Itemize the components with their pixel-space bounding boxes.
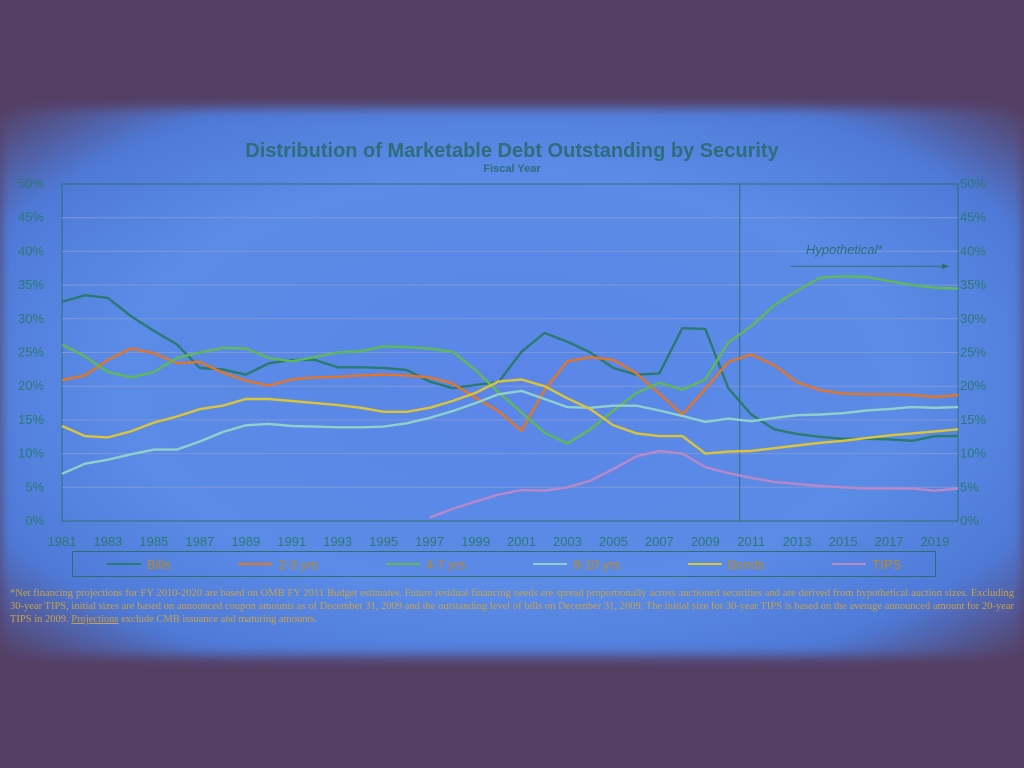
- legend-label: 8-10 yrs: [573, 556, 621, 572]
- x-tick-label: 1987: [185, 534, 214, 549]
- legend-swatch: [687, 563, 722, 565]
- y-tick-label-right: 30%: [960, 311, 986, 326]
- x-tick-label: 1993: [323, 534, 352, 549]
- x-tick-label: 2007: [645, 534, 674, 549]
- x-tick-label: 2013: [783, 534, 812, 549]
- x-tick-label: 2019: [921, 534, 950, 549]
- legend-swatch: [832, 563, 867, 565]
- y-tick-label-left: 5%: [25, 479, 44, 494]
- y-tick-label-left: 15%: [18, 412, 44, 427]
- y-tick-label-left: 50%: [18, 176, 44, 191]
- y-tick-label-right: 20%: [960, 378, 986, 393]
- footnote-underlined: Projections: [71, 614, 119, 625]
- legend-swatch: [385, 563, 420, 565]
- legend-label: Bills: [146, 556, 171, 572]
- y-tick-label-right: 5%: [960, 479, 979, 494]
- y-tick-label-left: 25%: [18, 345, 44, 360]
- y-tick-label-left: 0%: [25, 513, 44, 528]
- y-tick-label-right: 50%: [960, 176, 986, 191]
- legend-swatch: [238, 563, 273, 565]
- footnote-text-after: exclude CMB issuance and maturing amount…: [118, 614, 318, 625]
- legend-label: 4-7 yrs: [425, 556, 466, 572]
- x-tick-label: 2009: [691, 534, 720, 549]
- x-tick-label: 1997: [415, 534, 444, 549]
- series-line-bonds: [61, 378, 959, 455]
- chart-title: Distribution of Marketable Debt Outstand…: [245, 140, 779, 162]
- chart-legend: Bills 2-3 yrs 4-7 yrs 8-10 yrs Bonds TIPS: [72, 551, 936, 577]
- legend-item: Bonds: [687, 556, 765, 572]
- x-tick-label: 1981: [48, 534, 77, 549]
- x-tick-label: 1991: [277, 534, 306, 549]
- x-tick-label: 1985: [139, 534, 168, 549]
- x-tick-label: 2001: [507, 534, 536, 549]
- y-tick-label-right: 25%: [960, 345, 986, 360]
- series-line-bills: [61, 294, 958, 442]
- legend-item: 4-7 yrs: [385, 556, 466, 572]
- y-tick-label-right: 15%: [960, 412, 986, 427]
- x-tick-label: 1989: [231, 534, 260, 549]
- legend-item: Bills: [106, 556, 171, 572]
- footnote-text-before: *Net financing projections for FY 2010-2…: [10, 588, 1014, 625]
- y-tick-label-right: 35%: [960, 277, 986, 292]
- hypothetical-annotation: Hypothetical*: [806, 242, 883, 257]
- legend-item: TIPS: [832, 557, 901, 572]
- x-tick-label: 2005: [599, 534, 628, 549]
- x-tick-label: 1983: [93, 534, 122, 549]
- legend-item: 2-3 yrs: [238, 557, 318, 572]
- y-tick-label-right: 10%: [960, 446, 986, 461]
- y-tick-label-left: 10%: [18, 446, 44, 461]
- y-tick-label-right: 45%: [960, 210, 986, 225]
- y-tick-label-left: 30%: [18, 311, 44, 326]
- footnote: *Net financing projections for FY 2010-2…: [10, 587, 1014, 626]
- x-tick-label: 1999: [461, 534, 490, 549]
- y-tick-label-left: 20%: [18, 378, 44, 393]
- series-line-tips: [429, 449, 959, 519]
- legend-swatch: [533, 563, 568, 565]
- legend-label: Bonds: [727, 556, 765, 572]
- hypothetical-arrow-head: [941, 263, 949, 270]
- legend-item: 8-10 yrs: [533, 557, 620, 572]
- series-line-4-7-yrs: [61, 275, 959, 445]
- legend-swatch: [106, 563, 141, 565]
- y-tick-label-right: 0%: [960, 513, 979, 528]
- y-tick-label-left: 40%: [18, 243, 44, 258]
- y-tick-label-left: 45%: [18, 210, 44, 225]
- y-tick-label-left: 35%: [18, 277, 44, 292]
- series-line-8-10-yrs: [61, 389, 959, 475]
- chart-subtitle: Fiscal Year: [483, 163, 541, 175]
- y-tick-label-right: 40%: [960, 243, 986, 258]
- legend-label: TIPS: [872, 556, 902, 572]
- x-tick-label: 2003: [553, 534, 582, 549]
- x-tick-label: 2011: [737, 534, 765, 549]
- legend-label: 2-3 yrs: [278, 556, 319, 572]
- x-tick-label: 2017: [875, 534, 904, 549]
- x-tick-label: 1995: [369, 534, 398, 549]
- series-line-2-3-yrs: [61, 347, 959, 432]
- x-tick-label: 2015: [829, 534, 858, 549]
